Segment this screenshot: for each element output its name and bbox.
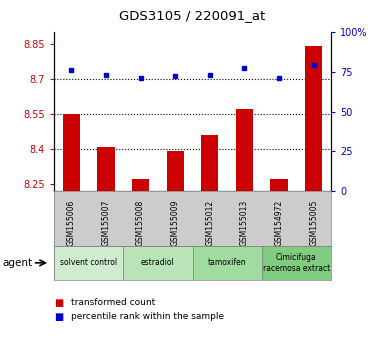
Text: solvent control: solvent control: [60, 258, 117, 267]
Text: GSM154972: GSM154972: [275, 199, 284, 246]
Text: GSM155008: GSM155008: [136, 199, 145, 246]
Text: transformed count: transformed count: [71, 298, 156, 307]
Text: GSM155009: GSM155009: [171, 199, 180, 246]
Bar: [305, 46, 323, 191]
Text: GSM155013: GSM155013: [240, 199, 249, 246]
Text: GSM155006: GSM155006: [67, 199, 76, 246]
Text: GSM155007: GSM155007: [101, 199, 110, 246]
Bar: [132, 179, 149, 191]
Bar: [167, 151, 184, 191]
Bar: [62, 114, 80, 191]
Text: ■: ■: [54, 298, 63, 308]
Bar: [236, 109, 253, 191]
Bar: [271, 179, 288, 191]
Text: ■: ■: [54, 312, 63, 322]
Text: GDS3105 / 220091_at: GDS3105 / 220091_at: [119, 9, 266, 22]
Bar: [123, 246, 192, 280]
Bar: [201, 135, 219, 191]
Bar: [97, 147, 115, 191]
Text: GSM155012: GSM155012: [205, 199, 214, 246]
Text: Cimicifuga
racemosa extract: Cimicifuga racemosa extract: [263, 253, 330, 273]
Text: GSM155005: GSM155005: [309, 199, 318, 246]
Bar: [192, 246, 262, 280]
Text: estradiol: estradiol: [141, 258, 175, 267]
Text: tamoxifen: tamoxifen: [208, 258, 246, 267]
Text: agent: agent: [2, 258, 32, 268]
Bar: [262, 246, 331, 280]
Text: percentile rank within the sample: percentile rank within the sample: [71, 312, 224, 321]
Bar: [54, 246, 123, 280]
